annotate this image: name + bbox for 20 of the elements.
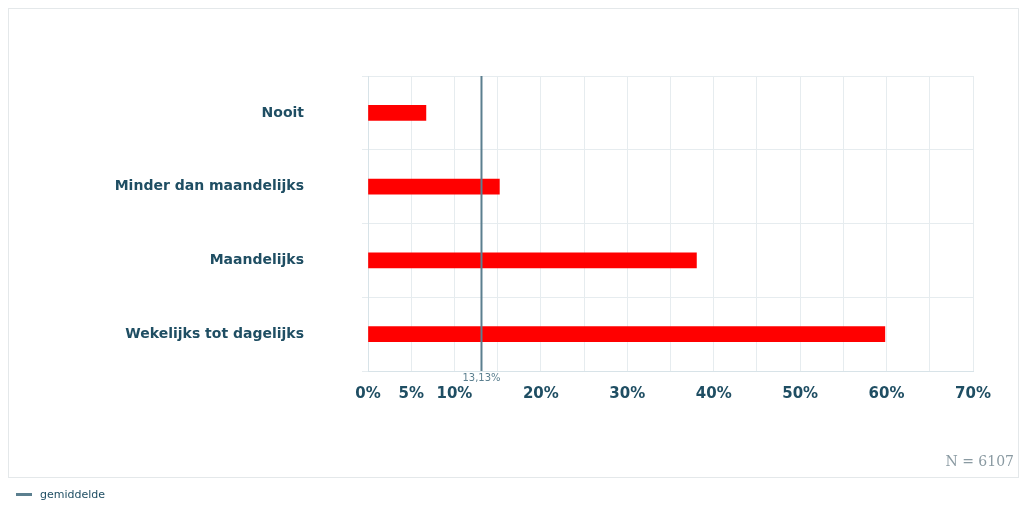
x-tick-label: 60% <box>868 383 905 402</box>
x-tick-label: 0% <box>355 383 381 402</box>
x-tick-label: 10% <box>436 383 473 402</box>
y-tick-label: Minder dan maandelijks <box>114 177 304 194</box>
text: N = 6107 <box>945 453 1014 469</box>
x-tick-label: 5% <box>398 383 424 402</box>
bar <box>368 178 500 195</box>
text: gemiddelde <box>40 488 106 501</box>
ref-line-label: 13,13% <box>462 371 501 383</box>
x-tick-label: 40% <box>695 383 732 402</box>
x-tick-label: 50% <box>782 383 819 402</box>
x-tick-label: 30% <box>609 383 646 402</box>
y-tick-label: Wekelijks tot dagelijks <box>125 324 304 341</box>
x-tick-label: 20% <box>522 383 559 402</box>
y-tick-label: Nooit <box>261 103 305 120</box>
bar <box>368 252 697 269</box>
x-tick-label: 70% <box>955 383 991 402</box>
y-tick-label: Maandelijks <box>209 251 304 268</box>
bar <box>368 326 886 342</box>
bar <box>368 105 427 121</box>
